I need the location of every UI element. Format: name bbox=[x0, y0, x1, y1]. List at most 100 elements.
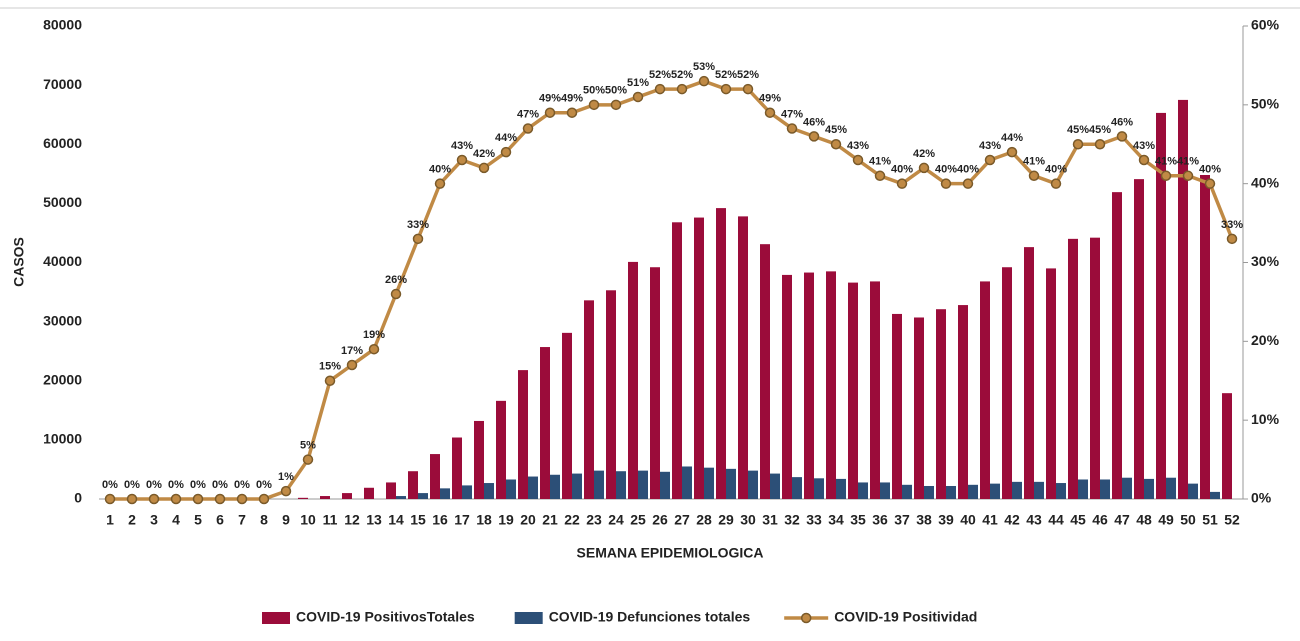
bar bbox=[782, 274, 792, 499]
x-tick-label: 8 bbox=[260, 512, 268, 528]
point bbox=[764, 107, 776, 118]
point bbox=[522, 123, 534, 134]
value-label: 19% bbox=[363, 329, 385, 341]
value-label: 52% bbox=[671, 69, 693, 81]
bar bbox=[320, 496, 330, 499]
point bbox=[302, 454, 314, 465]
bar bbox=[770, 473, 780, 499]
bar bbox=[540, 347, 550, 499]
value-label: 49% bbox=[561, 93, 583, 105]
value-label: 45% bbox=[1067, 124, 1089, 136]
x-tick-label: 48 bbox=[1136, 512, 1152, 528]
bar bbox=[1056, 483, 1066, 499]
point bbox=[830, 139, 842, 150]
bar bbox=[814, 478, 824, 499]
x-tick-label: 16 bbox=[432, 512, 448, 528]
x-tick-label: 2 bbox=[128, 512, 136, 528]
x-tick-label: 37 bbox=[894, 512, 910, 528]
value-label: 33% bbox=[1221, 219, 1243, 231]
value-label: 47% bbox=[517, 108, 539, 120]
point bbox=[1226, 233, 1238, 245]
value-label: 44% bbox=[1001, 132, 1023, 144]
bar bbox=[858, 482, 868, 499]
x-tick-label: 28 bbox=[696, 512, 712, 528]
bar bbox=[892, 313, 902, 499]
x-tick-label: 45 bbox=[1070, 512, 1086, 528]
x-tick-label: 25 bbox=[630, 512, 646, 528]
value-label: 0% bbox=[168, 479, 184, 491]
bar bbox=[716, 208, 726, 500]
value-label: 50% bbox=[583, 85, 605, 97]
y-tick-label: 0 bbox=[74, 490, 82, 506]
x-tick-label: 21 bbox=[542, 512, 558, 528]
value-label: 43% bbox=[451, 140, 473, 152]
bar bbox=[462, 485, 472, 499]
bar bbox=[440, 488, 450, 499]
point bbox=[698, 75, 710, 87]
point bbox=[984, 154, 996, 166]
point bbox=[1028, 170, 1040, 182]
point bbox=[566, 107, 578, 118]
y2-tick-label: 10% bbox=[1251, 411, 1280, 427]
value-label: 49% bbox=[539, 93, 561, 105]
bar bbox=[1012, 481, 1022, 499]
point bbox=[346, 359, 358, 371]
value-label: 44% bbox=[495, 132, 517, 144]
bar bbox=[990, 483, 1000, 499]
bar bbox=[1166, 477, 1176, 499]
x-tick-label: 44 bbox=[1048, 512, 1064, 528]
bar bbox=[682, 466, 692, 499]
y2-tick-label: 0% bbox=[1251, 490, 1272, 506]
bar bbox=[628, 261, 638, 499]
y-tick-label: 20000 bbox=[43, 371, 82, 387]
x-tick-label: 40 bbox=[960, 512, 976, 528]
bar bbox=[726, 468, 736, 499]
bar bbox=[342, 493, 352, 499]
x-tick-label: 6 bbox=[216, 512, 224, 528]
bar bbox=[694, 217, 704, 499]
bar bbox=[418, 493, 428, 499]
x-tick-label: 9 bbox=[282, 512, 290, 528]
bar bbox=[562, 332, 572, 499]
value-label: 40% bbox=[935, 164, 957, 176]
x-tick-label: 39 bbox=[938, 512, 954, 528]
value-label: 45% bbox=[1089, 124, 1111, 136]
bar bbox=[748, 470, 758, 499]
value-label: 43% bbox=[847, 140, 869, 152]
bar bbox=[804, 272, 814, 499]
bar bbox=[1024, 247, 1034, 499]
value-label: 0% bbox=[256, 479, 272, 491]
value-label: 40% bbox=[957, 164, 979, 176]
point bbox=[1182, 170, 1194, 182]
value-label: 47% bbox=[781, 108, 803, 120]
x-tick-label: 17 bbox=[454, 512, 470, 528]
point bbox=[1204, 178, 1216, 189]
x-tick-label: 11 bbox=[323, 512, 338, 528]
value-label: 41% bbox=[1177, 156, 1199, 168]
bar bbox=[738, 216, 748, 499]
bar bbox=[496, 400, 506, 499]
bar bbox=[936, 309, 946, 499]
value-label: 41% bbox=[1155, 156, 1177, 168]
point bbox=[962, 178, 974, 189]
value-label: 42% bbox=[473, 148, 495, 160]
point bbox=[478, 162, 490, 174]
bar bbox=[452, 437, 462, 499]
point bbox=[1094, 139, 1106, 150]
value-label: 45% bbox=[825, 124, 847, 136]
x-axis-title: SEMANA EPIDEMIOLOGICA bbox=[577, 545, 764, 561]
value-label: 33% bbox=[407, 219, 429, 231]
x-tick-label: 13 bbox=[366, 512, 382, 528]
point bbox=[500, 146, 512, 158]
x-tick-label: 32 bbox=[784, 512, 800, 528]
y2-tick-label: 20% bbox=[1251, 332, 1280, 348]
point bbox=[918, 162, 930, 174]
x-tick-label: 43 bbox=[1026, 512, 1042, 528]
x-tick-label: 1 bbox=[106, 512, 114, 528]
y-tick-label: 30000 bbox=[43, 312, 82, 328]
point bbox=[676, 83, 688, 95]
value-label: 41% bbox=[869, 156, 891, 168]
x-tick-label: 19 bbox=[498, 512, 514, 528]
x-tick-label: 29 bbox=[718, 512, 734, 528]
value-label: 43% bbox=[979, 140, 1001, 152]
